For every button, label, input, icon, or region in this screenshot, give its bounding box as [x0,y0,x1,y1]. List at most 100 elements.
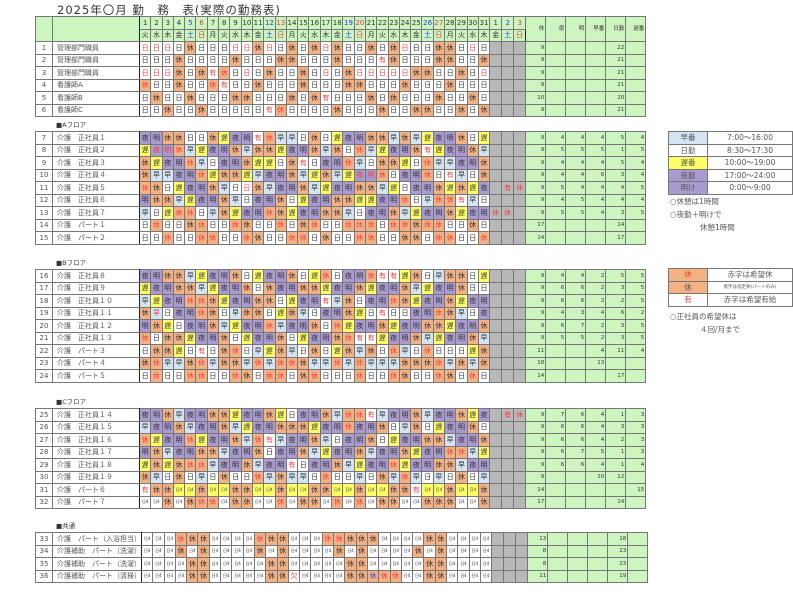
shift-cell[interactable]: 休 [274,420,287,434]
shift-cell[interactable]: 休 [251,433,265,447]
shift-cell[interactable]: 休 [410,143,423,157]
shift-cell[interactable]: 遅 [466,344,479,358]
shift-cell[interactable]: 休 [353,356,366,370]
shift-cell[interactable]: 日 [263,41,276,55]
shift-cell[interactable]: 休 [434,544,448,558]
shift-cell[interactable]: 明 [477,206,491,220]
shift-cell[interactable]: 日 [263,53,276,67]
shift-cell[interactable]: 明 [172,294,186,308]
shift-cell[interactable]: 休 [455,103,468,117]
shift-cell[interactable]: 休 [342,294,355,308]
shift-cell[interactable]: 日 [319,319,333,333]
shift-cell[interactable]: 日 [218,369,231,383]
shift-cell[interactable]: 休 [355,569,368,583]
shift-cell[interactable]: 日4 [297,483,310,497]
shift-cell[interactable]: 日 [184,53,197,67]
shift-cell[interactable]: 休 [240,156,253,170]
shift-cell[interactable] [489,433,503,447]
shift-cell[interactable]: 早 [229,193,242,207]
shift-cell[interactable]: 日 [353,294,366,308]
shift-cell[interactable] [501,306,515,320]
shift-cell[interactable]: 休 [172,78,186,92]
shift-cell[interactable]: 早 [376,181,389,195]
shift-cell[interactable]: 休 [150,181,163,195]
shift-cell[interactable]: 休 [477,103,491,117]
shift-cell[interactable]: 休 [229,344,242,358]
shift-cell[interactable]: 遅 [342,168,355,182]
shift-cell[interactable]: 早 [342,458,355,472]
shift-cell[interactable]: 休 [421,168,434,182]
shift-cell[interactable]: 夜 [353,168,366,182]
shift-cell[interactable]: 休 [195,369,208,383]
shift-cell[interactable]: 休 [206,181,220,195]
shift-cell[interactable]: 早 [229,420,242,434]
shift-cell[interactable]: 日 [432,103,446,117]
shift-cell[interactable]: 日 [308,231,321,245]
shift-cell[interactable]: 夜 [432,281,446,295]
shift-cell[interactable]: 休 [265,557,278,571]
shift-cell[interactable]: 早 [172,356,186,370]
shift-cell[interactable]: 遅 [308,168,321,182]
shift-cell[interactable]: 日4 [421,483,434,497]
shift-cell[interactable]: 夜 [308,458,321,472]
shift-cell[interactable]: 日4 [378,557,391,571]
shift-cell[interactable]: 遅 [161,206,174,220]
shift-cell[interactable]: 日 [319,53,333,67]
shift-cell[interactable]: 夜 [251,331,265,345]
shift-cell[interactable]: 休 [308,495,321,509]
shift-cell[interactable]: 休 [398,218,412,232]
shift-cell[interactable]: 日4 [446,557,459,571]
shift-cell[interactable]: 休 [410,408,423,422]
shift-cell[interactable]: 早 [285,470,299,484]
shift-cell[interactable]: 早 [138,206,152,220]
shift-cell[interactable]: 休 [172,281,186,295]
shift-cell[interactable]: 明 [263,331,276,345]
shift-cell[interactable]: 遅 [342,319,355,333]
shift-cell[interactable]: 早 [331,294,344,308]
shift-cell[interactable]: 休 [150,344,163,358]
shift-cell[interactable] [513,420,527,434]
shift-cell[interactable]: 休 [263,206,276,220]
shift-cell[interactable]: 日 [398,181,412,195]
shift-cell[interactable]: 日4 [457,544,470,558]
shift-cell[interactable]: 日 [432,168,446,182]
shift-cell[interactable]: 休 [251,294,265,308]
shift-cell[interactable]: 日4 [423,544,436,558]
shift-cell[interactable]: 早 [161,445,174,459]
shift-cell[interactable]: 明 [161,281,174,295]
shift-cell[interactable]: 休 [229,143,242,157]
shift-cell[interactable]: 明 [240,294,253,308]
shift-cell[interactable]: 日 [206,218,220,232]
shift-cell[interactable]: 日 [297,458,310,472]
shift-cell[interactable] [489,319,503,333]
shift-cell[interactable]: 休 [398,294,412,308]
shift-cell[interactable]: 日 [444,470,457,484]
shift-cell[interactable]: 休 [285,91,299,105]
shift-cell[interactable]: 休 [331,319,344,333]
shift-cell[interactable] [489,41,503,55]
shift-cell[interactable]: 休 [398,231,412,245]
shift-cell[interactable] [489,445,503,459]
shift-cell[interactable]: 休 [477,319,491,333]
shift-cell[interactable]: 休 [364,344,378,358]
shift-cell[interactable]: 休 [455,281,468,295]
shift-cell[interactable]: 早 [240,143,253,157]
shift-cell[interactable]: 夜 [387,143,400,157]
shift-cell[interactable]: 明 [477,458,491,472]
shift-cell[interactable]: 休 [398,131,412,145]
shift-cell[interactable]: 日4 [455,483,468,497]
shift-cell[interactable] [513,294,527,308]
shift-cell[interactable]: 明 [319,331,333,345]
shift-cell[interactable]: 早 [218,181,231,195]
shift-cell[interactable]: 休 [138,181,152,195]
shift-cell[interactable]: 夜 [421,294,434,308]
shift-cell[interactable] [489,344,503,358]
shift-cell[interactable]: 休 [513,408,527,422]
shift-cell[interactable]: 休 [376,319,389,333]
shift-cell[interactable]: 日 [161,41,174,55]
shift-cell[interactable]: 休 [389,569,402,583]
shift-cell[interactable]: 日 [285,66,299,80]
shift-cell[interactable]: 日 [466,103,479,117]
shift-cell[interactable] [513,231,527,245]
shift-cell[interactable]: 日4 [253,557,267,571]
